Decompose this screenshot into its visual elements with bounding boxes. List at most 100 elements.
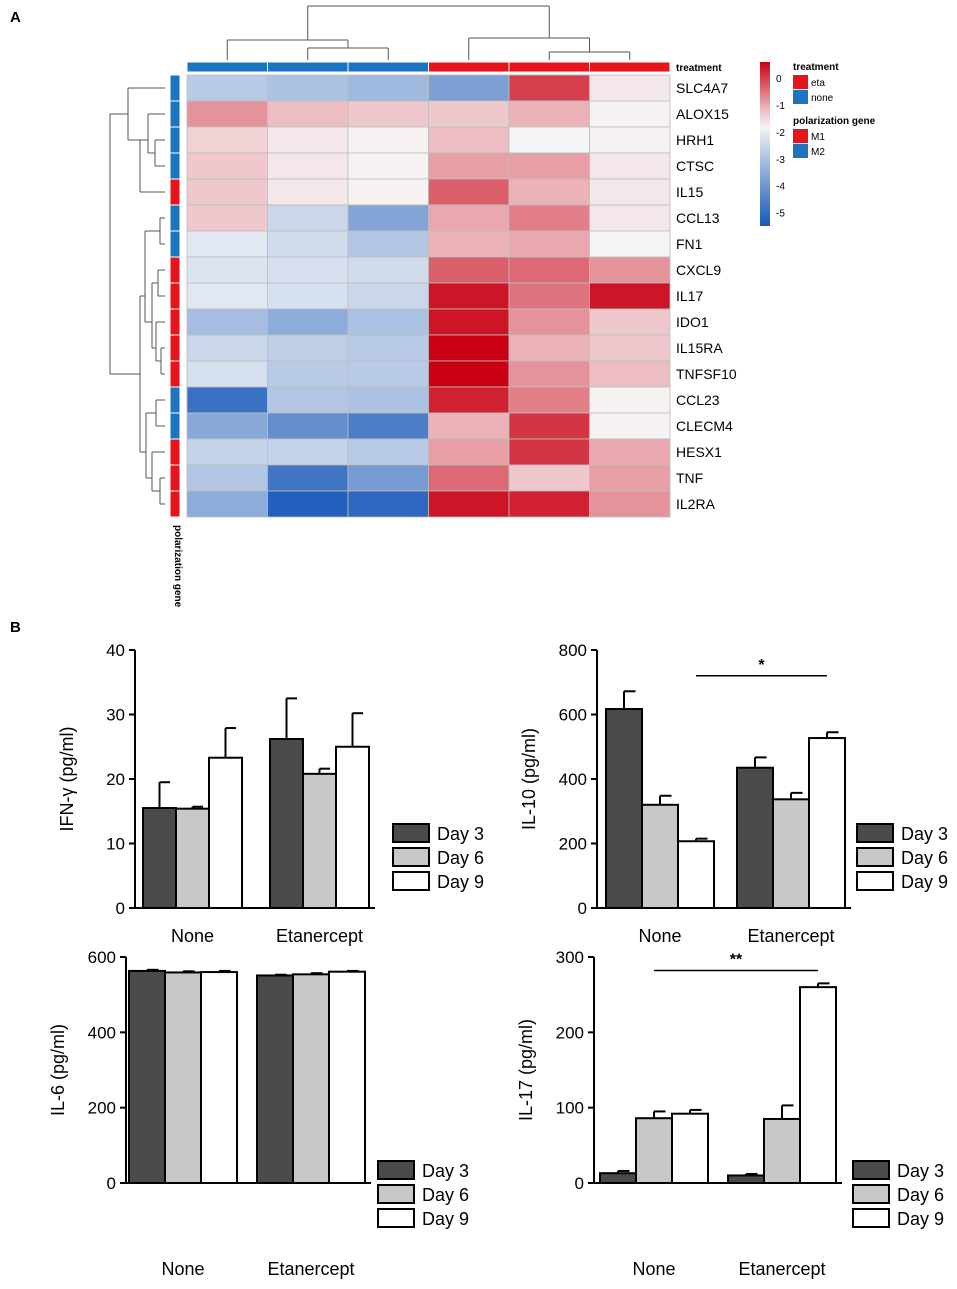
bar-none-day-9: [208, 756, 243, 910]
legend-label-day-6: Day 6: [437, 848, 484, 868]
bar-none-day-3: [599, 1172, 637, 1184]
heatmap-cell: [267, 360, 349, 388]
legend-label-day-3: Day 3: [422, 1161, 469, 1181]
heatmap-cell: [186, 204, 268, 232]
significance-marker: **: [730, 952, 743, 969]
column-annotation-none: [347, 61, 429, 73]
significance-marker: *: [758, 657, 765, 674]
heatmap-cell: [267, 490, 349, 518]
row-annotation-M1: [169, 178, 181, 206]
category-label-none: None: [171, 926, 214, 946]
y-tick-label: 10: [106, 835, 125, 854]
y-axis-label: IFN-γ (pg/ml): [57, 727, 77, 832]
y-tick-label: 0: [578, 899, 587, 918]
legend-label-m2: M2: [811, 147, 825, 158]
colorbar-tick-label: -2: [776, 128, 785, 139]
legend-label-day-9: Day 9: [422, 1209, 469, 1229]
heatmap-cell: [428, 464, 510, 492]
legend-swatch-day-3: [377, 1160, 415, 1180]
heatmap-row-label: CCL23: [676, 392, 720, 408]
heatmap-cell: [589, 360, 671, 388]
bar-etanercept-day-3: [269, 738, 304, 910]
row-annotation-M1: [169, 464, 181, 492]
legend-label-day-6: Day 6: [897, 1185, 944, 1205]
heatmap-cell: [186, 386, 268, 414]
row-annotation-M1: [169, 334, 181, 362]
heatmap-cell: [428, 360, 510, 388]
heatmap-cell: [347, 438, 429, 466]
row-annotation-M2: [169, 386, 181, 414]
heatmap-cell: [428, 256, 510, 284]
y-tick-label: 0: [116, 899, 125, 918]
heatmap-cell: [589, 386, 671, 414]
heatmap-cell: [428, 438, 510, 466]
bar-etanercept-day-6: [302, 772, 337, 910]
row-annotation-M2: [169, 230, 181, 258]
colorbar-tick-label: -4: [776, 182, 785, 193]
heatmap-cell: [508, 282, 590, 310]
heatmap-row-label: TNF: [676, 470, 703, 486]
heatmap-row-label: CCL13: [676, 210, 720, 226]
y-tick-label: 200: [559, 835, 587, 854]
legend-label-day-3: Day 3: [437, 824, 484, 844]
heatmap-cell: [508, 152, 590, 180]
colorbar-tick-label: -1: [776, 101, 785, 112]
column-annotation-none: [186, 61, 268, 73]
y-tick-label: 400: [559, 770, 587, 789]
legend-label-day-3: Day 3: [897, 1161, 944, 1181]
heatmap-cell: [347, 178, 429, 206]
bar-etanercept-day-9: [328, 970, 366, 1184]
heatmap-cell: [347, 308, 429, 336]
heatmap-cell: [347, 152, 429, 180]
legend-label-eta: eta: [811, 78, 825, 89]
heatmap-cell: [428, 412, 510, 440]
bar-etanercept-day-3: [736, 766, 774, 910]
colorbar-tick-label: -3: [776, 155, 785, 166]
heatmap-cell: [267, 386, 349, 414]
heatmap-cell: [186, 412, 268, 440]
bar-etanercept-day-9: [808, 737, 846, 909]
y-axis-label: IL-10 (pg/ml): [519, 728, 539, 830]
row-annotation-label: polarization gene: [172, 525, 183, 608]
row-annotation-M1: [169, 438, 181, 466]
legend-label-m1: M1: [811, 132, 825, 143]
heatmap-row-label: IDO1: [676, 314, 709, 330]
bar-etanercept-day-3: [256, 974, 294, 1184]
row-annotation-M2: [169, 152, 181, 180]
heatmap-cell: [428, 230, 510, 258]
bar-etanercept-day-6: [763, 1117, 801, 1185]
heatmap-cell: [589, 308, 671, 336]
heatmap-row-label: HRH1: [676, 132, 714, 148]
heatmap-cell: [508, 74, 590, 102]
heatmap-cell: [186, 282, 268, 310]
legend-label-day-6: Day 6: [422, 1185, 469, 1205]
y-tick-label: 600: [559, 706, 587, 725]
heatmap-cell: [186, 464, 268, 492]
heatmap-cell: [186, 308, 268, 336]
y-tick-label: 40: [106, 641, 125, 660]
y-tick-label: 600: [88, 948, 116, 967]
heatmap-cell: [508, 412, 590, 440]
heatmap-cell: [267, 204, 349, 232]
heatmap-cell: [267, 256, 349, 284]
heatmap-row-label: IL17: [676, 288, 703, 304]
bar-none-day-6: [641, 803, 679, 909]
heatmap-cell: [347, 204, 429, 232]
heatmap-row-label: FN1: [676, 236, 703, 252]
legend-swatch-none: [793, 90, 808, 104]
heatmap-cell: [428, 308, 510, 336]
y-tick-label: 30: [106, 706, 125, 725]
bar-etanercept-day-9: [335, 745, 370, 909]
legend-swatch-day-9: [392, 871, 430, 891]
heatmap-cell: [589, 490, 671, 518]
row-annotation-M1: [169, 282, 181, 310]
legend-swatch-m1: [793, 129, 808, 143]
heatmap-row-label: IL15: [676, 184, 703, 200]
legend-label-none: none: [811, 93, 834, 104]
legend-swatch-day-3: [852, 1160, 890, 1180]
heatmap-cell: [589, 256, 671, 284]
colorbar-tick-label: -5: [776, 209, 785, 220]
heatmap-cell: [589, 438, 671, 466]
heatmap-cell: [267, 412, 349, 440]
heatmap-cell: [508, 360, 590, 388]
